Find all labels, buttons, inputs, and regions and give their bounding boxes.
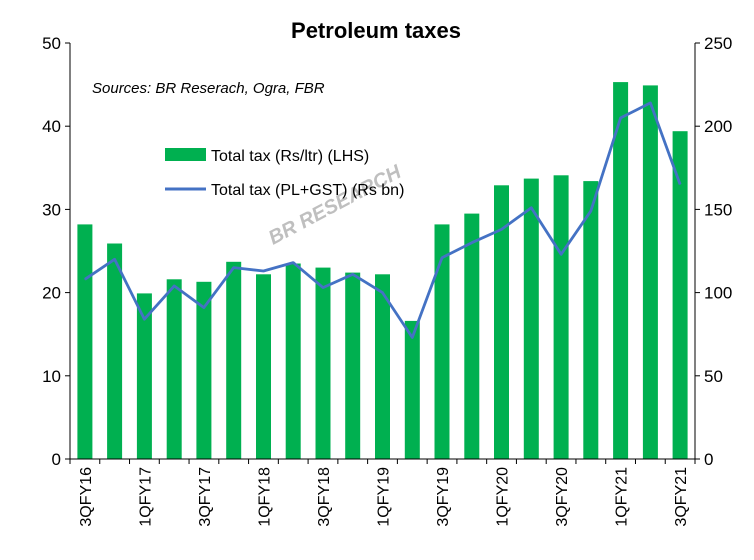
- bar-1QFY17: [136, 293, 152, 459]
- line-point-2QFY18: [292, 262, 294, 264]
- line-point-3QFY17: [203, 307, 205, 309]
- bar-2QFY20: [523, 178, 539, 459]
- line-series: [84, 101, 682, 339]
- line-point-2QFY17: [173, 285, 175, 287]
- line-point-1QFY17: [143, 318, 145, 320]
- legend-swatch-bar: [165, 148, 206, 161]
- x-tick-label: 1QFY18: [257, 467, 274, 527]
- left-tick-label: 0: [52, 450, 61, 469]
- x-tick-label: 3QFY16: [78, 467, 95, 527]
- bar-3QFY21: [672, 131, 688, 459]
- x-tick-label: 3QFY17: [197, 467, 214, 527]
- bar-3QFY19: [434, 224, 450, 459]
- bar-3QFY20: [553, 175, 569, 460]
- line-point-4QFY17: [233, 267, 235, 269]
- bar-4QFY18: [345, 272, 361, 459]
- bar-4QFY19: [464, 213, 480, 459]
- bar-1QFY20: [494, 185, 509, 460]
- x-tick-label: 3QFY20: [554, 467, 571, 527]
- right-tick-label: 150: [704, 200, 732, 219]
- axes: 0 10 20 30 40 50 0 50 100 150 200 250 3QFY16 1QFY17 3Q…: [42, 34, 732, 527]
- line-point-2QFY21: [649, 102, 651, 104]
- line-point-4QFY19: [471, 242, 473, 244]
- x-tick-label: 1QFY20: [495, 467, 512, 527]
- line-point-2QFY19: [411, 337, 413, 338]
- right-tick-label: 250: [704, 34, 732, 53]
- x-tick-label: 3QFY18: [316, 467, 333, 527]
- legend-label-bar: Total tax (Rs/ltr) (LHS): [211, 148, 369, 165]
- bar-3QFY17: [196, 281, 212, 459]
- line-point-3QFY18: [322, 287, 324, 289]
- bar-2QFY17: [166, 279, 182, 459]
- line-point-3QFY16: [84, 278, 86, 280]
- legend: Total tax (Rs/ltr) (LHS) Total tax (PL+GS…: [165, 148, 404, 199]
- left-tick-label: 20: [42, 284, 61, 303]
- x-tick-label: 1QFY19: [376, 467, 393, 527]
- bar-4QFY17: [226, 261, 242, 459]
- line-point-4QFY20: [590, 210, 592, 212]
- line-point-1QFY19: [382, 292, 383, 294]
- bar-2QFY19: [404, 320, 420, 459]
- bar-1QFY18: [256, 274, 271, 459]
- bar-2QFY21: [642, 85, 658, 460]
- bar-1QFY21: [613, 82, 629, 459]
- left-tick-label: 30: [42, 200, 61, 219]
- bar-4QFY20: [583, 181, 599, 459]
- bar-2QFY18: [285, 263, 301, 459]
- x-tick-label: 1QFY21: [614, 467, 631, 527]
- bar-series: [77, 82, 688, 460]
- line-point-3QFY19: [441, 257, 443, 259]
- legend-label-line: Total tax (PL+GST) (Rs bn): [211, 182, 404, 199]
- watermark: BR RESEARCH: [265, 161, 405, 250]
- bar-1QFY19: [375, 274, 390, 459]
- left-tick-label: 10: [42, 367, 61, 386]
- left-tick-label: 40: [42, 117, 61, 136]
- line-point-1QFY21: [620, 117, 622, 119]
- line-point-4QFY18: [352, 273, 354, 275]
- line-point-1QFY20: [501, 228, 502, 230]
- source-note: Sources: BR Reserach, Ogra, FBR: [92, 80, 325, 97]
- line-point-4QFY16: [114, 258, 116, 260]
- chart-title: Petroleum taxes: [291, 18, 461, 43]
- right-tick-label: 200: [704, 117, 732, 136]
- left-tick-label: 50: [42, 34, 61, 53]
- right-tick-label: 100: [704, 284, 732, 303]
- right-tick-label: 0: [704, 450, 713, 469]
- line-point-3QFY20: [560, 253, 562, 255]
- line-point-2QFY20: [530, 207, 532, 209]
- bar-3QFY18: [315, 267, 331, 459]
- line-point-1QFY18: [263, 270, 264, 272]
- x-tick-label: 3QFY21: [673, 467, 690, 527]
- bar-4QFY16: [107, 243, 123, 459]
- line-point-3QFY21: [679, 183, 681, 185]
- x-tick-label: 1QFY17: [137, 467, 154, 527]
- x-tick-label: 3QFY19: [435, 467, 452, 527]
- right-tick-label: 50: [704, 367, 723, 386]
- bar-3QFY16: [77, 224, 93, 459]
